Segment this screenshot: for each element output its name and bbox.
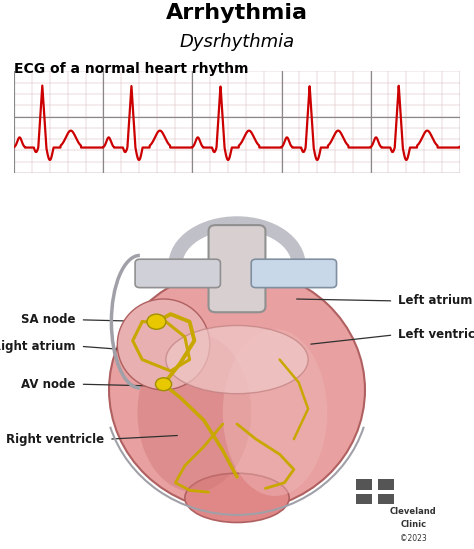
Text: Left ventricle: Left ventricle	[398, 328, 474, 341]
Text: ©2023: ©2023	[400, 534, 427, 544]
Bar	[378, 494, 394, 505]
Text: ECG of a normal heart rhythm: ECG of a normal heart rhythm	[14, 61, 249, 76]
Bar	[378, 479, 394, 490]
Text: SA node: SA node	[21, 313, 76, 326]
Text: Right ventricle: Right ventricle	[6, 433, 104, 446]
Bar	[356, 479, 373, 490]
Text: Dysrhythmia: Dysrhythmia	[180, 33, 294, 51]
Circle shape	[147, 314, 166, 329]
Text: Cleveland: Cleveland	[390, 507, 437, 516]
Ellipse shape	[109, 268, 365, 511]
Ellipse shape	[185, 473, 289, 523]
FancyBboxPatch shape	[135, 259, 220, 288]
Ellipse shape	[223, 329, 327, 496]
Text: Clinic: Clinic	[400, 520, 427, 529]
Text: Right atrium: Right atrium	[0, 340, 76, 353]
Bar	[356, 494, 373, 505]
Ellipse shape	[137, 333, 251, 492]
Ellipse shape	[166, 326, 308, 394]
Text: Left atrium: Left atrium	[398, 294, 473, 307]
Circle shape	[155, 378, 172, 391]
Text: Arrhythmia: Arrhythmia	[166, 3, 308, 23]
FancyBboxPatch shape	[209, 225, 265, 312]
Ellipse shape	[117, 299, 210, 390]
FancyBboxPatch shape	[251, 259, 337, 288]
Text: AV node: AV node	[21, 378, 76, 391]
